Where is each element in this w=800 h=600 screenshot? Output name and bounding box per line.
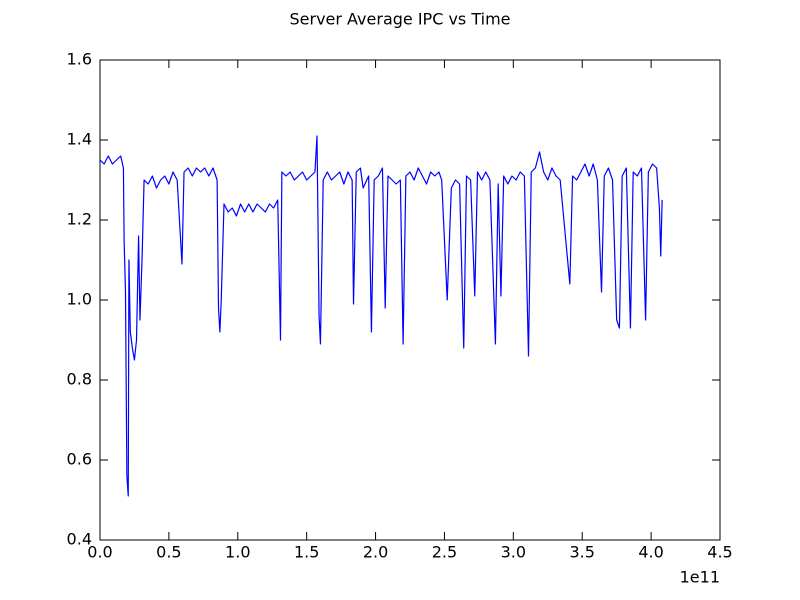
x-tick-label: 4.0	[638, 543, 663, 562]
y-tick-label: 1.2	[67, 210, 92, 229]
y-tick-label: 0.8	[67, 370, 92, 389]
x-tick-label: 0.5	[156, 543, 181, 562]
x-offset-label: 1e11	[680, 568, 720, 587]
y-tick-label: 1.4	[67, 130, 92, 149]
y-tick-label: 0.6	[67, 450, 92, 469]
x-tick-label: 0.0	[87, 543, 112, 562]
x-tick-label: 3.0	[501, 543, 526, 562]
y-tick-label: 0.4	[67, 530, 92, 549]
x-tick-label: 1.5	[294, 543, 319, 562]
y-tick-label: 1.0	[67, 290, 92, 309]
x-tick-label: 2.5	[432, 543, 457, 562]
chart-title: Server Average IPC vs Time	[289, 10, 510, 29]
x-tick-label: 2.0	[363, 543, 388, 562]
x-tick-label: 4.5	[707, 543, 732, 562]
data-line	[99, 135, 663, 497]
x-tick-label: 3.5	[569, 543, 594, 562]
y-tick-label: 1.6	[67, 50, 92, 69]
x-tick-label: 1.0	[225, 543, 250, 562]
